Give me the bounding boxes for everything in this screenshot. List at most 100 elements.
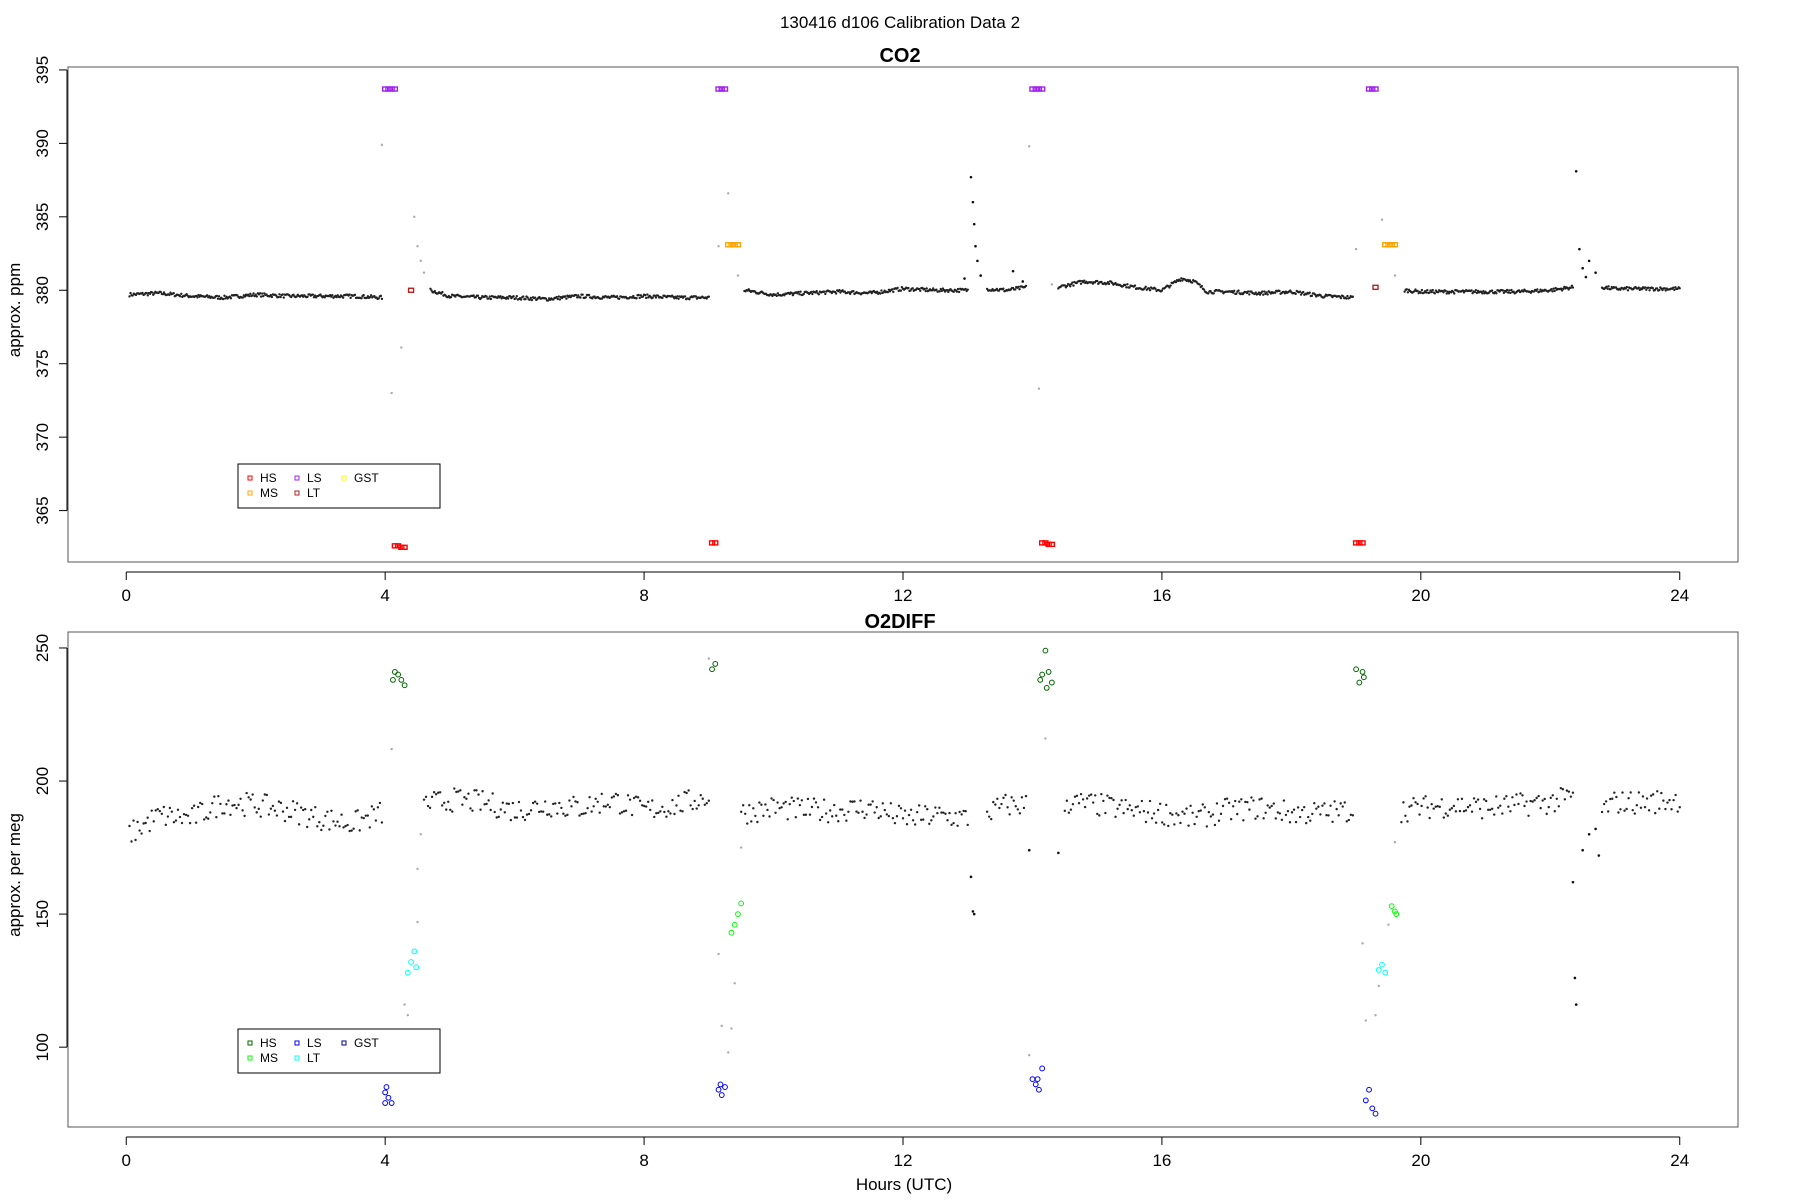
o2diff-ambient-point (1156, 808, 1160, 812)
co2-ambient-point (429, 287, 432, 290)
co2-ambient-point (1069, 285, 1072, 288)
co2-ambient-point (564, 295, 567, 298)
o2diff-ambient-point (1649, 794, 1653, 797)
o2diff-ambient-point (1571, 791, 1575, 794)
o2diff-ls-point (1372, 1110, 1379, 1117)
o2diff-ambient-point (378, 801, 382, 805)
o2diff-ambient-point (669, 812, 672, 815)
o2diff-ambient-point (883, 808, 886, 812)
o2diff-legend-label-ls: LS (307, 1036, 322, 1050)
co2-ambient-point (1345, 297, 1348, 300)
co2-ambient-series (128, 277, 1681, 302)
co2-legend-swatch-ls (294, 475, 300, 481)
o2diff-ambient-point (1146, 811, 1150, 814)
co2-panel-title: CO2 (879, 45, 920, 67)
o2diff-ambient-point (1102, 799, 1105, 803)
co2-ambient-point (1509, 291, 1512, 295)
o2diff-ambient-point (277, 800, 281, 803)
co2-ambient-point (222, 297, 225, 301)
o2diff-ambient-point (485, 802, 488, 806)
co2-ambient-point (1571, 286, 1575, 289)
o2diff-ambient-point (455, 790, 458, 794)
co2-ambient-point (489, 297, 493, 301)
o2diff-ambient-point (428, 806, 432, 810)
o2diff-ambient-point (1476, 798, 1480, 801)
co2-ambient-point (771, 294, 774, 298)
co2-ambient-point (1655, 287, 1659, 290)
o2diff-ambient-point (253, 806, 256, 809)
o2diff-ambient-point (566, 813, 569, 817)
o2diff-ambient-point (661, 805, 664, 809)
co2-ambient-point (838, 288, 841, 292)
o2diff-ambient-point (780, 806, 783, 809)
o2diff-hs-point (1356, 679, 1363, 686)
co2-ambient-point (255, 295, 258, 298)
o2diff-ambient-point (162, 805, 166, 809)
co2-ambient-point (1346, 294, 1349, 298)
o2diff-ambient-point (1664, 807, 1667, 811)
o2diff-x-tick-label: 12 (894, 1151, 913, 1170)
o2diff-ambient-point (665, 815, 668, 818)
o2diff-ambient-point (1205, 825, 1209, 828)
co2-spike-point (971, 200, 975, 204)
o2diff-ms-point (735, 911, 741, 917)
o2diff-ambient-point (1604, 800, 1608, 803)
co2-spike-point (963, 277, 966, 280)
co2-y-tick-label: 380 (33, 276, 52, 304)
o2diff-ambient-point (350, 829, 353, 832)
o2diff-ambient-point (471, 809, 474, 812)
co2-ambient-point (1619, 288, 1622, 292)
o2diff-ambient-point (477, 793, 480, 796)
o2diff-ambient-point (695, 807, 698, 810)
o2diff-ambient-point (507, 802, 511, 806)
o2diff-ambient-point (249, 798, 252, 801)
o2diff-ambient-point (1633, 812, 1636, 815)
co2-ambient-point (875, 290, 879, 294)
co2-ambient-point (938, 290, 941, 293)
o2diff-ambient-point (1416, 802, 1419, 806)
co2-ambient-point (815, 289, 818, 293)
co2-ambient-point (579, 296, 582, 299)
o2diff-ambient-point (845, 819, 848, 822)
o2diff-ambient-point (657, 811, 660, 815)
o2diff-lt-point (1375, 967, 1382, 973)
co2-ambient-point (485, 295, 488, 298)
co2-ambient-point (957, 290, 961, 294)
o2diff-ls-point (385, 1094, 392, 1101)
co2-ambient-point (956, 287, 960, 291)
co2-ambient-point (259, 295, 263, 298)
o2diff-ambient-point (1414, 801, 1417, 804)
co2-ambient-point (1536, 288, 1539, 291)
co2-ambient-point (168, 293, 171, 297)
co2-ambient-point (1147, 287, 1151, 290)
o2diff-ambient-point (519, 809, 523, 812)
o2diff-ambient-point (922, 818, 925, 821)
o2diff-ambient-point (1130, 809, 1133, 812)
o2diff-ambient-point (1008, 813, 1011, 816)
co2-legend-label-ls: LS (307, 471, 322, 485)
co2-ls-point (721, 86, 729, 92)
co2-panel: CO2 approx. ppm 0 4 8 12 16 20 243653703753803… (5, 45, 1739, 605)
o2diff-ms-point (1393, 911, 1400, 917)
co2-hs-point (1352, 540, 1360, 546)
o2diff-ambient-point (203, 818, 206, 821)
co2-ambient-point (217, 295, 221, 298)
co2-ambient-point (1072, 284, 1075, 287)
co2-ambient-point (1444, 289, 1447, 293)
o2diff-ambient-point (636, 796, 640, 799)
co2-ambient-point (817, 293, 821, 296)
o2diff-ambient-point (1152, 812, 1156, 815)
o2diff-ambient-point (689, 804, 692, 807)
o2diff-ambient-point (215, 815, 218, 819)
o2diff-ambient-point (624, 809, 628, 812)
co2-ambient-point (556, 297, 559, 301)
o2diff-hs-point (1353, 666, 1360, 673)
o2diff-ambient-point (998, 806, 1001, 810)
o2diff-series-ls (382, 1065, 1379, 1117)
co2-series-hs (391, 540, 1366, 551)
o2diff-ambient-point (1420, 804, 1423, 808)
o2diff-ambient-point (966, 823, 969, 827)
co2-ms-point (1382, 242, 1389, 248)
o2diff-ambient-point (1085, 797, 1089, 800)
o2diff-ambient-point (1442, 816, 1445, 819)
